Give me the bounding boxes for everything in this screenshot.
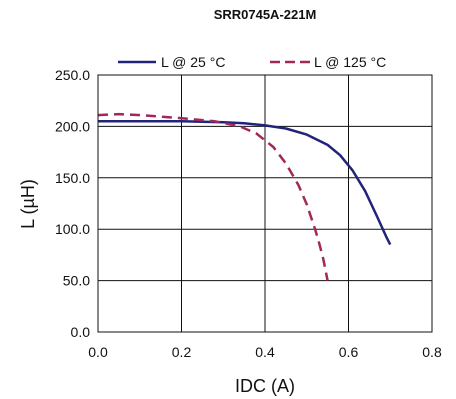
x-tick-label: 0.0 — [88, 344, 108, 360]
series-layer — [97, 112, 392, 281]
series-line-2 — [97, 112, 329, 281]
y-tick-label: 250.0 — [55, 67, 90, 83]
x-axis-label: IDC (A) — [235, 376, 295, 396]
y-tick-label: 100.0 — [55, 221, 90, 237]
y-tick-label: 50.0 — [63, 273, 90, 289]
legend: L @ 25 °C L @ 125 °C — [118, 54, 386, 70]
series-line-1 — [98, 120, 392, 246]
legend-label: L @ 25 °C — [161, 54, 225, 70]
y-tick-label: 150.0 — [55, 170, 90, 186]
y-axis-label: L (µH) — [18, 179, 38, 229]
legend-item-2: L @ 125 °C — [270, 54, 386, 70]
x-tick-label: 0.4 — [255, 344, 275, 360]
y-axis: 0.0 50.0 100.0 150.0 200.0 250.0 — [55, 67, 90, 340]
legend-item-1: L @ 25 °C — [118, 54, 225, 70]
y-tick-label: 0.0 — [71, 324, 91, 340]
x-tick-label: 0.2 — [172, 344, 192, 360]
x-tick-label: 0.6 — [339, 344, 359, 360]
chart-title: SRR0745A-221M — [214, 7, 317, 22]
legend-label: L @ 125 °C — [314, 54, 386, 70]
x-axis: 0.0 0.2 0.4 0.6 0.8 — [88, 344, 442, 360]
plot-border — [97, 74, 433, 333]
x-tick-label: 0.8 — [422, 344, 442, 360]
y-tick-label: 200.0 — [55, 118, 90, 134]
